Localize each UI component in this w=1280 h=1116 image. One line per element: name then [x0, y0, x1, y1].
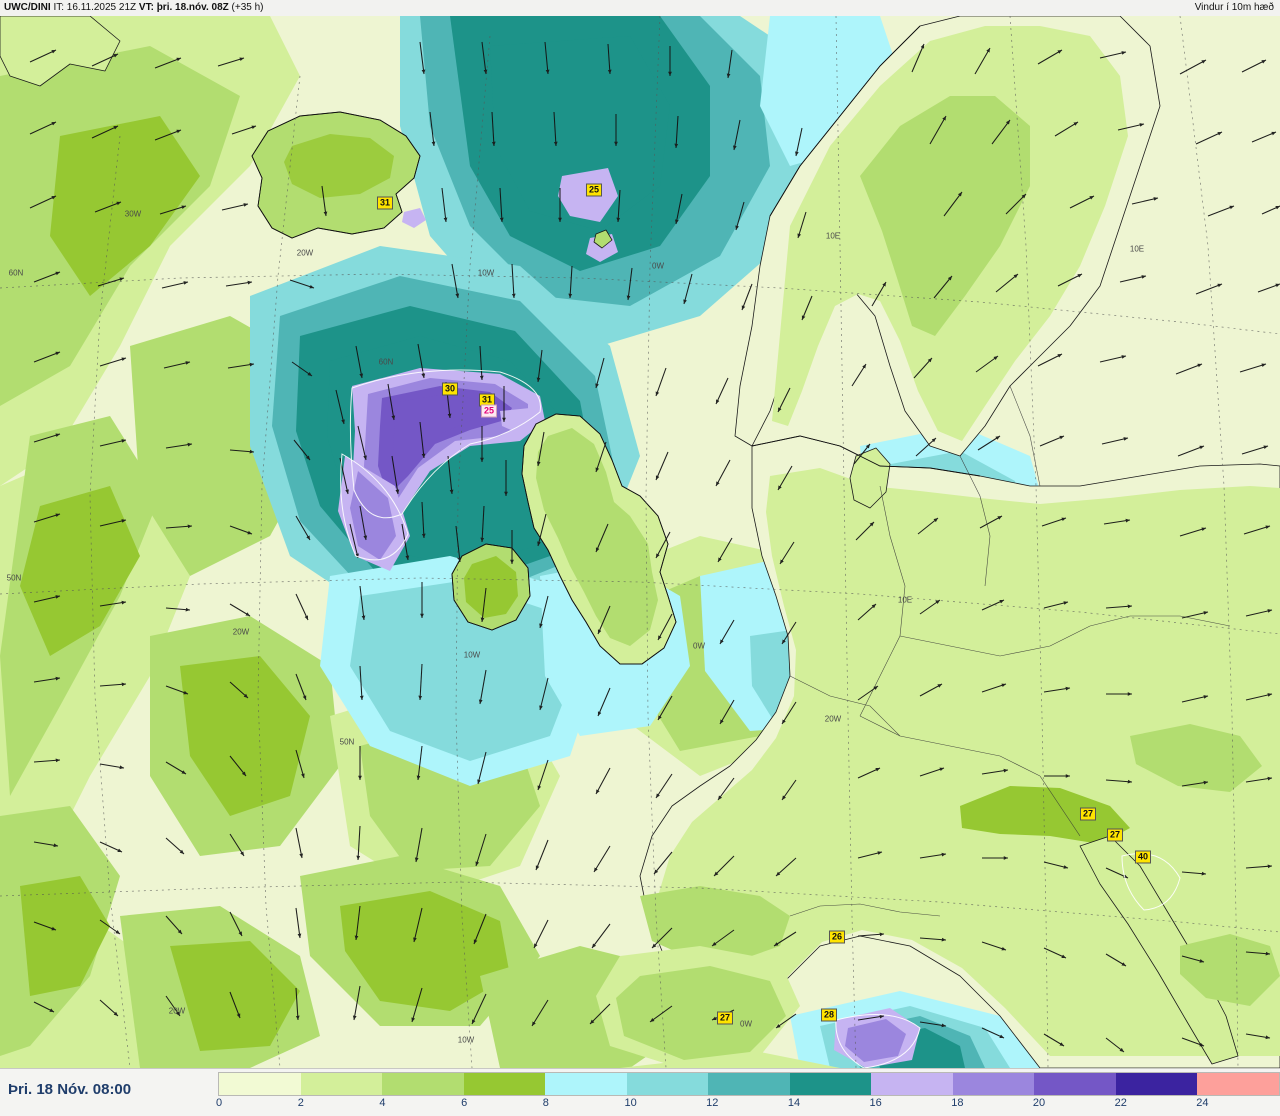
map-graphic	[0, 16, 1280, 1068]
graticule-label: 10W	[463, 650, 481, 660]
colorbar-ticks: 0 2 4 6 8 10 12 14 16 18 20 22 24	[216, 1097, 1280, 1115]
graticule-label: 10W	[457, 1035, 475, 1045]
map-canvas[interactable]: 30W 20W 10W 0W 10E 60N 60N 50N 20W 10W 0…	[0, 16, 1280, 1068]
colorbar-band	[708, 1073, 790, 1095]
max-wind-label: 28	[820, 1008, 838, 1022]
max-wind-label: 27	[1079, 807, 1097, 821]
valid-label: VT:	[138, 2, 154, 13]
land-iberia-meseta	[616, 966, 786, 1060]
graticule-label: 60N	[8, 268, 24, 278]
land-balkans	[1180, 934, 1280, 1006]
colorbar-band	[463, 1073, 546, 1095]
graticule-label: 30W	[124, 209, 142, 219]
land-carpathians	[1130, 724, 1262, 792]
land-pyrenees	[640, 886, 790, 960]
max-wind-label: 27	[1106, 828, 1124, 842]
colorbar-tick-label: 8	[542, 1097, 549, 1109]
colorbar-band	[545, 1073, 627, 1095]
colorbar-tick-label: 22	[1114, 1097, 1127, 1109]
graticule-label: 20W	[824, 714, 842, 724]
max-wind-label: 31	[376, 196, 394, 210]
colorbar-band	[1034, 1073, 1116, 1095]
graticule-label: 10E	[897, 595, 913, 605]
colorbar-band	[952, 1073, 1035, 1095]
footer-bar: Þri. 18 Nóv. 08:00 0 2 4 6 8 10 12 14 16 18 20 22 24	[0, 1068, 1280, 1116]
colorbar-tick-label: 0	[216, 1097, 223, 1109]
graticule-label: 20W	[296, 248, 314, 258]
colorbar-band	[871, 1073, 953, 1095]
max-wind-label: 25	[480, 404, 498, 418]
init-label: IT:	[53, 2, 65, 13]
graticule-label: 50N	[6, 573, 22, 583]
max-wind-label: 30	[441, 382, 459, 396]
colorbar-band	[1197, 1073, 1279, 1095]
colorbar-band	[219, 1073, 301, 1095]
wind-contours	[340, 369, 1181, 1068]
graticule-label: 60N	[378, 357, 394, 367]
graticule-label: 20W	[232, 627, 250, 637]
colorbar-tick-label: 14	[787, 1097, 801, 1109]
graticule-label: 0W	[693, 641, 705, 651]
graticule-label: 0W	[740, 1019, 752, 1029]
colorbar-tick-label: 12	[706, 1097, 719, 1109]
colorbar-band	[626, 1073, 709, 1095]
land-greenland	[0, 16, 121, 87]
land-gb-interior	[536, 428, 658, 646]
max-wind-label: 31	[478, 393, 496, 407]
country-borders	[789, 385, 1231, 917]
colorbar-band	[789, 1073, 872, 1095]
header-run-info: UWC/DINI IT: 16.11.2025 21Z VT: þri. 18.…	[4, 0, 264, 16]
land-faroe	[593, 229, 613, 249]
colorbar-tick-label: 6	[461, 1097, 468, 1109]
colorbar-tick-label: 2	[297, 1097, 304, 1109]
colorbar-tick-label: 24	[1196, 1097, 1209, 1109]
colorbar-band	[300, 1073, 383, 1095]
colorbar-tick-label: 20	[1032, 1097, 1046, 1109]
colorbar-tick-label: 4	[379, 1097, 386, 1109]
graticule-label: 0W	[652, 261, 664, 271]
land-alps	[960, 786, 1130, 844]
land-scandes	[860, 96, 1030, 336]
graticule-label: 10E	[825, 231, 841, 241]
colorbar-tick-label: 18	[951, 1097, 964, 1109]
graticule-label: 20W	[168, 1006, 186, 1016]
header-bar: UWC/DINI IT: 16.11.2025 21Z VT: þri. 18.…	[0, 0, 1280, 17]
model-name: UWC/DINI	[4, 2, 51, 13]
lead-time: (+35 h)	[231, 2, 264, 13]
parameter-title: Vindur í 10m hæð	[1194, 2, 1274, 13]
coastlines	[251, 25, 981, 665]
graticule-label: 50N	[339, 737, 355, 747]
max-wind-label: 27	[716, 1011, 734, 1025]
colorbar-tick-label: 10	[624, 1097, 637, 1109]
valid-time: þri. 18.nóv. 08Z	[156, 2, 229, 13]
land-nafrica	[620, 1052, 840, 1068]
valid-timestamp: Þri. 18 Nóv. 08:00	[8, 1081, 132, 1098]
colorbar-band	[382, 1073, 464, 1095]
graticule	[0, 16, 1280, 1068]
init-time: 16.11.2025 21Z	[66, 2, 137, 13]
land-iceland-highland	[284, 134, 394, 198]
landmasses	[0, 16, 1280, 1068]
colorbar[interactable]: 0 2 4 6 8 10 12 14 16 18 20 22 24	[216, 1072, 1280, 1116]
max-wind-label: 40	[1134, 850, 1152, 864]
graticule-label: 10W	[477, 268, 495, 278]
wind-vectors	[29, 41, 1280, 1053]
land-italy	[1079, 835, 1239, 1065]
colorbar-tick-label: 16	[869, 1097, 882, 1109]
max-wind-label: 25	[585, 183, 603, 197]
max-wind-label: 26	[828, 930, 846, 944]
land-ireland-interior	[464, 556, 518, 618]
colorbar-bands	[218, 1072, 1280, 1096]
colorbar-band	[1115, 1073, 1198, 1095]
land-denmark	[849, 447, 891, 509]
graticule-label: 10E	[1129, 244, 1145, 254]
